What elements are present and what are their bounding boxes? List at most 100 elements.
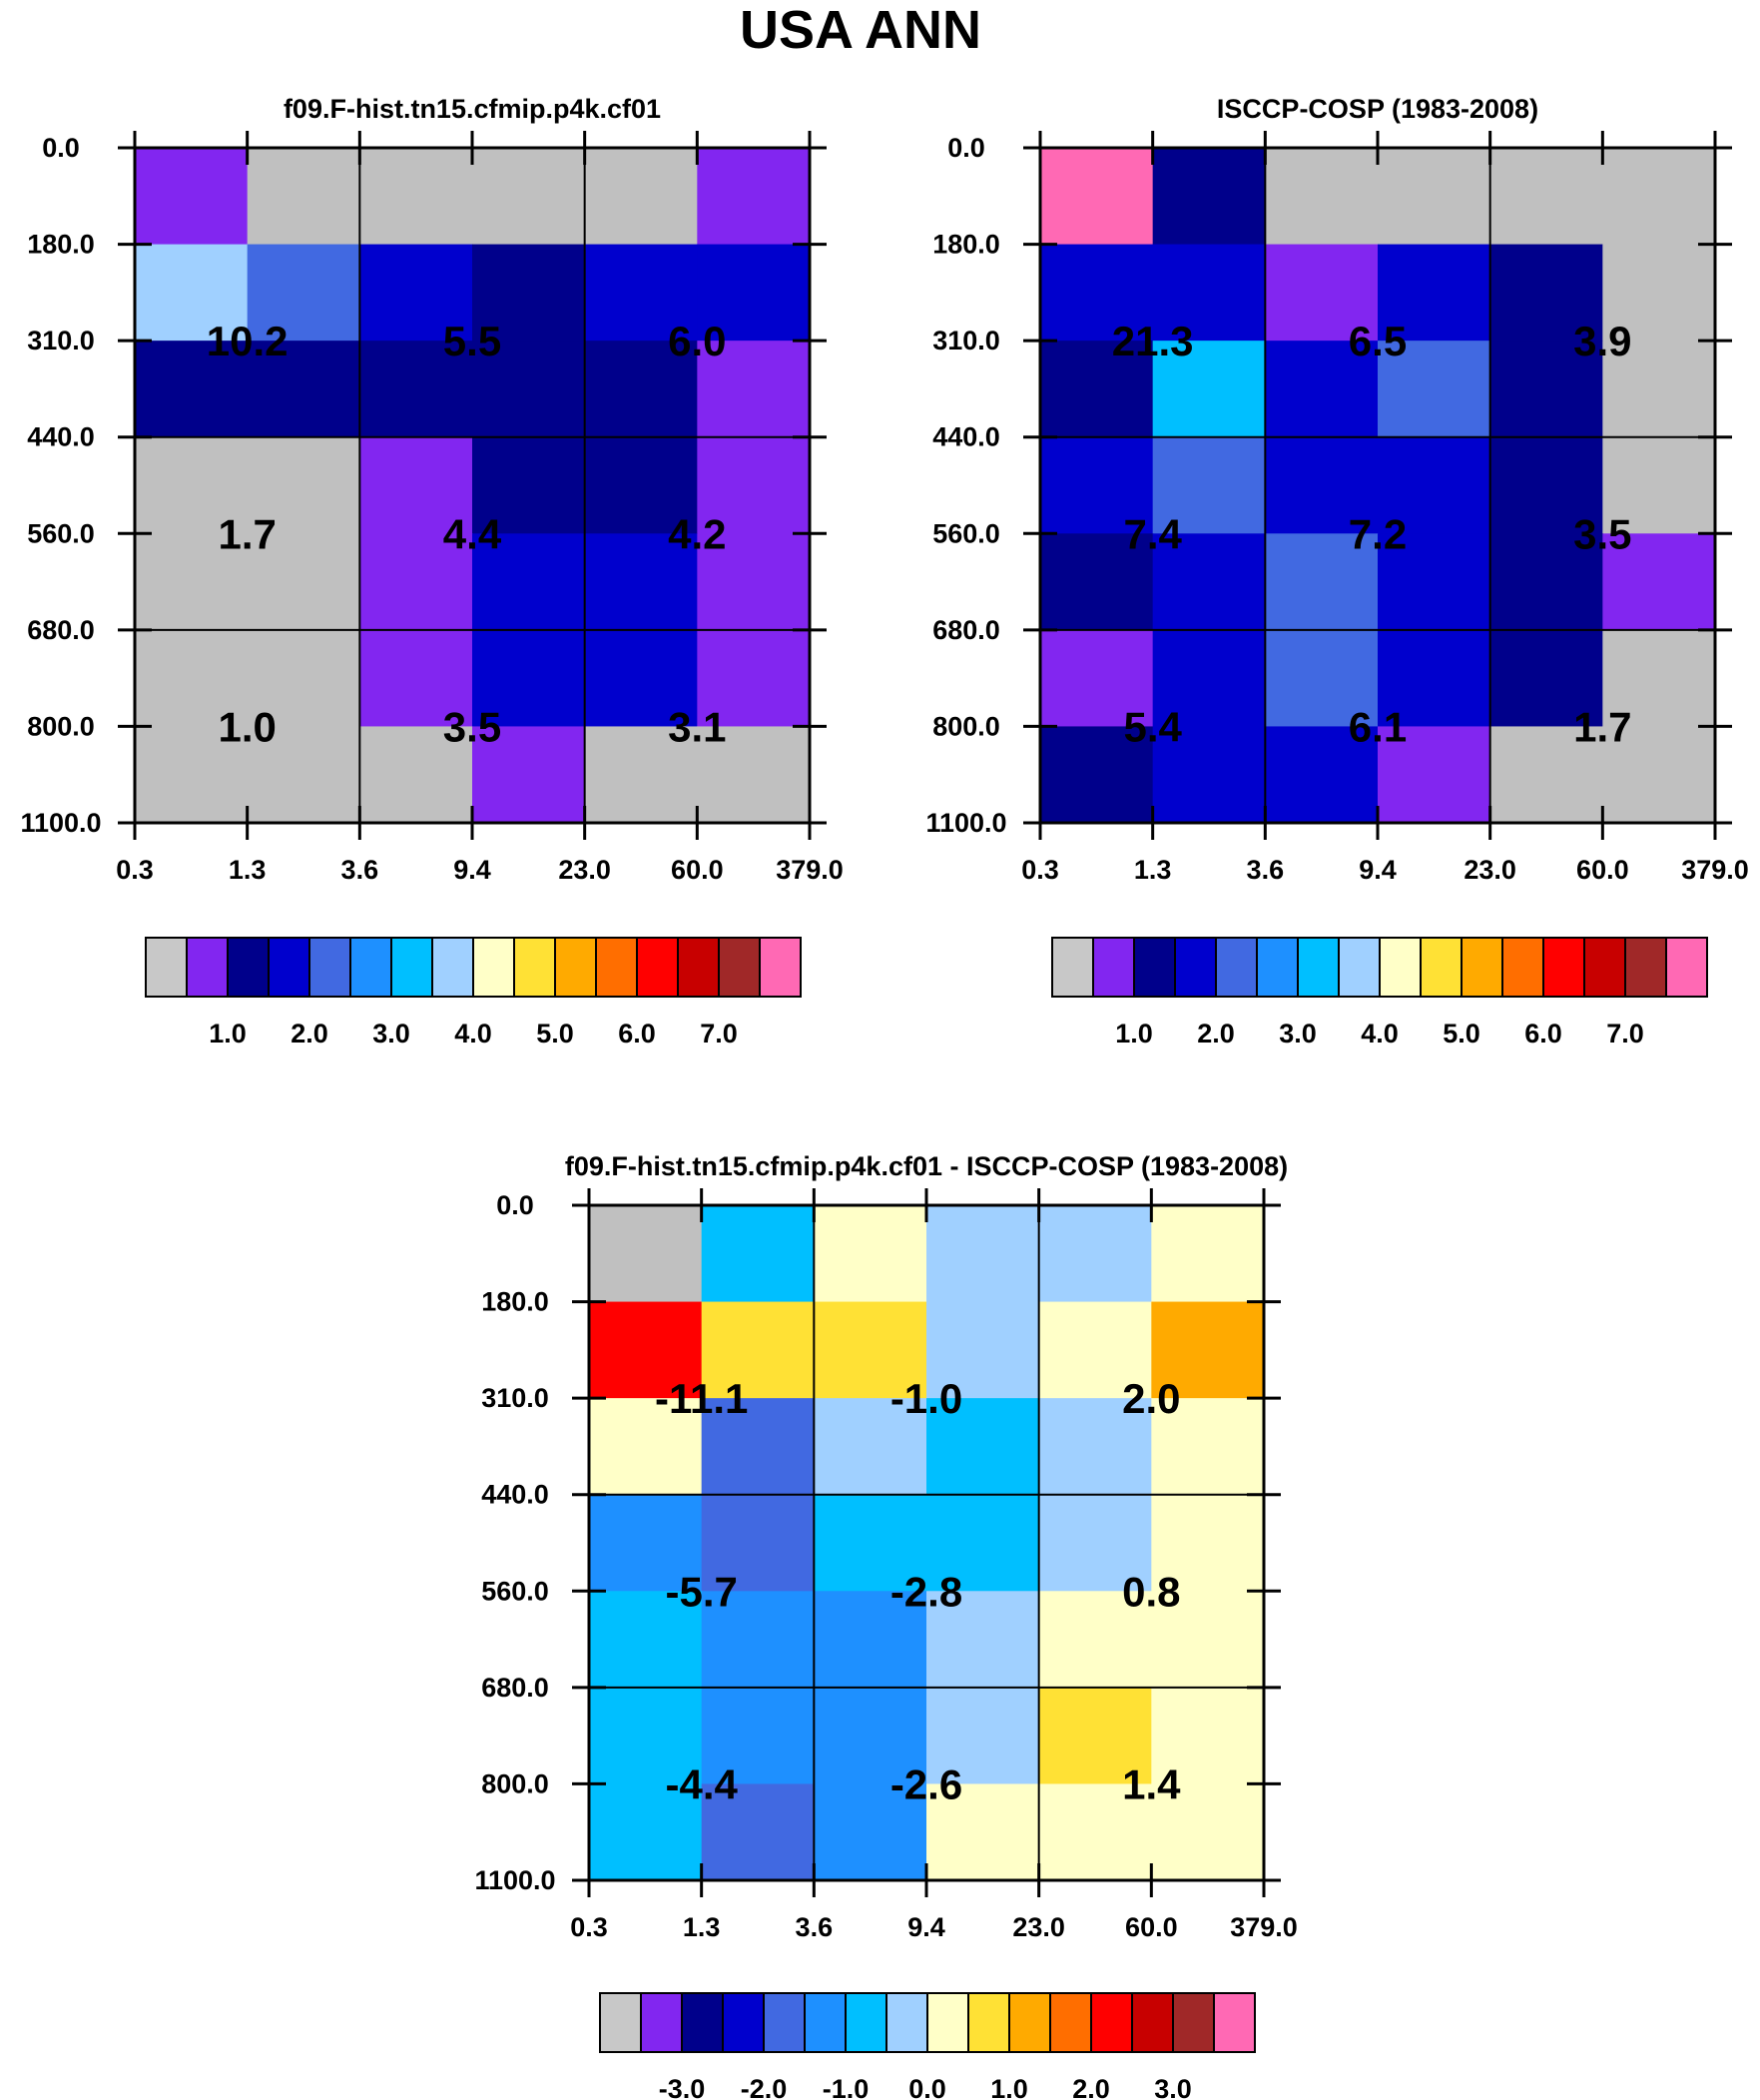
colorbar-swatch [268, 937, 310, 998]
x-tick-label: 23.0 [558, 855, 611, 885]
colorbar-swatch [186, 937, 229, 998]
box-value-label: 1.7 [218, 510, 276, 557]
heatmap-cell [135, 726, 249, 824]
heatmap-cell [1152, 436, 1266, 534]
heatmap-cell [814, 1205, 927, 1303]
heatmap-cell [697, 244, 811, 342]
heatmap-cell [814, 1687, 927, 1785]
box-value-label: 10.2 [207, 318, 289, 364]
heatmap-cell [926, 1783, 1040, 1881]
colorbar-swatch [718, 937, 761, 998]
heatmap-cell [1265, 341, 1379, 438]
colorbar-swatch [1297, 937, 1340, 998]
heatmap-cell [589, 1783, 703, 1881]
box-value-label: -11.1 [655, 1375, 748, 1422]
heatmap-cell [1040, 436, 1154, 534]
colorbar-label: 7.0 [1606, 1019, 1644, 1049]
heatmap-cell [584, 726, 698, 824]
heatmap-cell [584, 148, 698, 246]
colorbar-label: 6.0 [1524, 1019, 1562, 1049]
colorbar-label: -2.0 [741, 2074, 788, 2100]
heatmap-cell [584, 244, 698, 342]
heatmap-cell [701, 1591, 815, 1689]
heatmap-cell [1265, 533, 1379, 631]
heatmap-cell [1378, 148, 1491, 246]
heatmap-cell [472, 533, 586, 631]
colorbar-swatch [308, 937, 351, 998]
heatmap-cell [701, 1205, 815, 1303]
heatmap-cell [1038, 1783, 1152, 1881]
heatmap-cell [135, 148, 249, 246]
heatmap-cell [926, 1591, 1040, 1689]
heatmap-cell [1489, 244, 1603, 342]
colorbar-swatch [349, 937, 392, 998]
heatmap-cell [359, 436, 473, 534]
heatmap-cell [701, 1687, 815, 1785]
box-value-label: 7.4 [1123, 510, 1182, 557]
heatmap-cell [697, 341, 811, 438]
colorbar-label: 2.0 [291, 1019, 328, 1049]
heatmap-cell [359, 629, 473, 728]
x-tick-label: 23.0 [1464, 855, 1516, 885]
panel-difference: f09.F-hist.tn15.cfmip.p4k.cf01 - ISCCP-C… [474, 1151, 1297, 2100]
colorbar-swatch [145, 937, 188, 998]
colorbar-swatch [1092, 937, 1135, 998]
heatmap-cell [1038, 1687, 1152, 1785]
colorbar-swatch [885, 1992, 928, 2053]
colorbar-swatch [1542, 937, 1585, 998]
heatmap-cell [135, 533, 249, 631]
heatmap-cell [814, 1591, 927, 1689]
colorbar-label: 3.0 [1154, 2074, 1192, 2100]
heatmap-cell [814, 1783, 927, 1881]
box-value-label: 1.7 [1573, 703, 1631, 750]
colorbar-swatch [722, 1992, 765, 2053]
heatmap-cell [359, 341, 473, 438]
y-tick-label: 180.0 [481, 1287, 549, 1317]
colorbar-swatch [227, 937, 270, 998]
heatmap-cell [1378, 629, 1491, 728]
heatmap-cell [589, 1591, 703, 1689]
panel-model: f09.F-hist.tn15.cfmip.p4k.cf01 0.0 180.0 31… [20, 94, 843, 1049]
heatmap-cell [247, 244, 360, 342]
colorbar-swatch [554, 937, 597, 998]
y-tick-label: 310.0 [932, 326, 1000, 355]
colorbar-swatch [1379, 937, 1422, 998]
heatmap-cell [1265, 629, 1379, 728]
heatmap-cell [472, 244, 586, 342]
y-tick-label: 310.0 [481, 1383, 549, 1413]
y-tick-label: 180.0 [932, 230, 1000, 260]
heatmap-cell [1378, 244, 1491, 342]
heatmap-cell [359, 726, 473, 824]
box-value-label: -4.4 [665, 1760, 738, 1807]
heatmap-cell [697, 148, 811, 246]
box-value-label: 5.4 [1123, 703, 1182, 750]
colorbar-swatch [1420, 937, 1463, 998]
box-value-label: 6.1 [1349, 703, 1407, 750]
heatmap-cell [1152, 533, 1266, 631]
x-tick-label: 1.3 [683, 1912, 721, 1942]
heatmap-cell [926, 1687, 1040, 1785]
heatmap-cell [814, 1301, 927, 1399]
box-value-label: -2.6 [890, 1760, 962, 1807]
heatmap-cell [472, 726, 586, 824]
heatmap-cell [359, 148, 473, 246]
x-tick-label: 3.6 [341, 855, 379, 885]
colorbar-swatch [967, 1992, 1010, 2053]
x-tick-label: 60.0 [1125, 1912, 1178, 1942]
box-value-label: 5.5 [443, 318, 501, 364]
box-value-label: 1.0 [218, 703, 276, 750]
heatmap-cell [247, 341, 360, 438]
y-tick-label: 1100.0 [474, 1865, 555, 1895]
colorbar-swatch [390, 937, 433, 998]
colorbar-swatch [1624, 937, 1667, 998]
heatmap-cell [1378, 726, 1491, 824]
panel-title: ISCCP-COSP (1983-2008) [1217, 94, 1538, 124]
y-tick-label: 560.0 [932, 518, 1000, 548]
colorbar-swatch [804, 1992, 847, 2053]
x-tick-label: 0.3 [1021, 855, 1059, 885]
heatmap-cell [1152, 341, 1266, 438]
heatmap-cell [589, 1494, 703, 1592]
colorbar-swatch [1133, 937, 1176, 998]
heatmap-cell [135, 244, 249, 342]
heatmap-cell [584, 341, 698, 438]
